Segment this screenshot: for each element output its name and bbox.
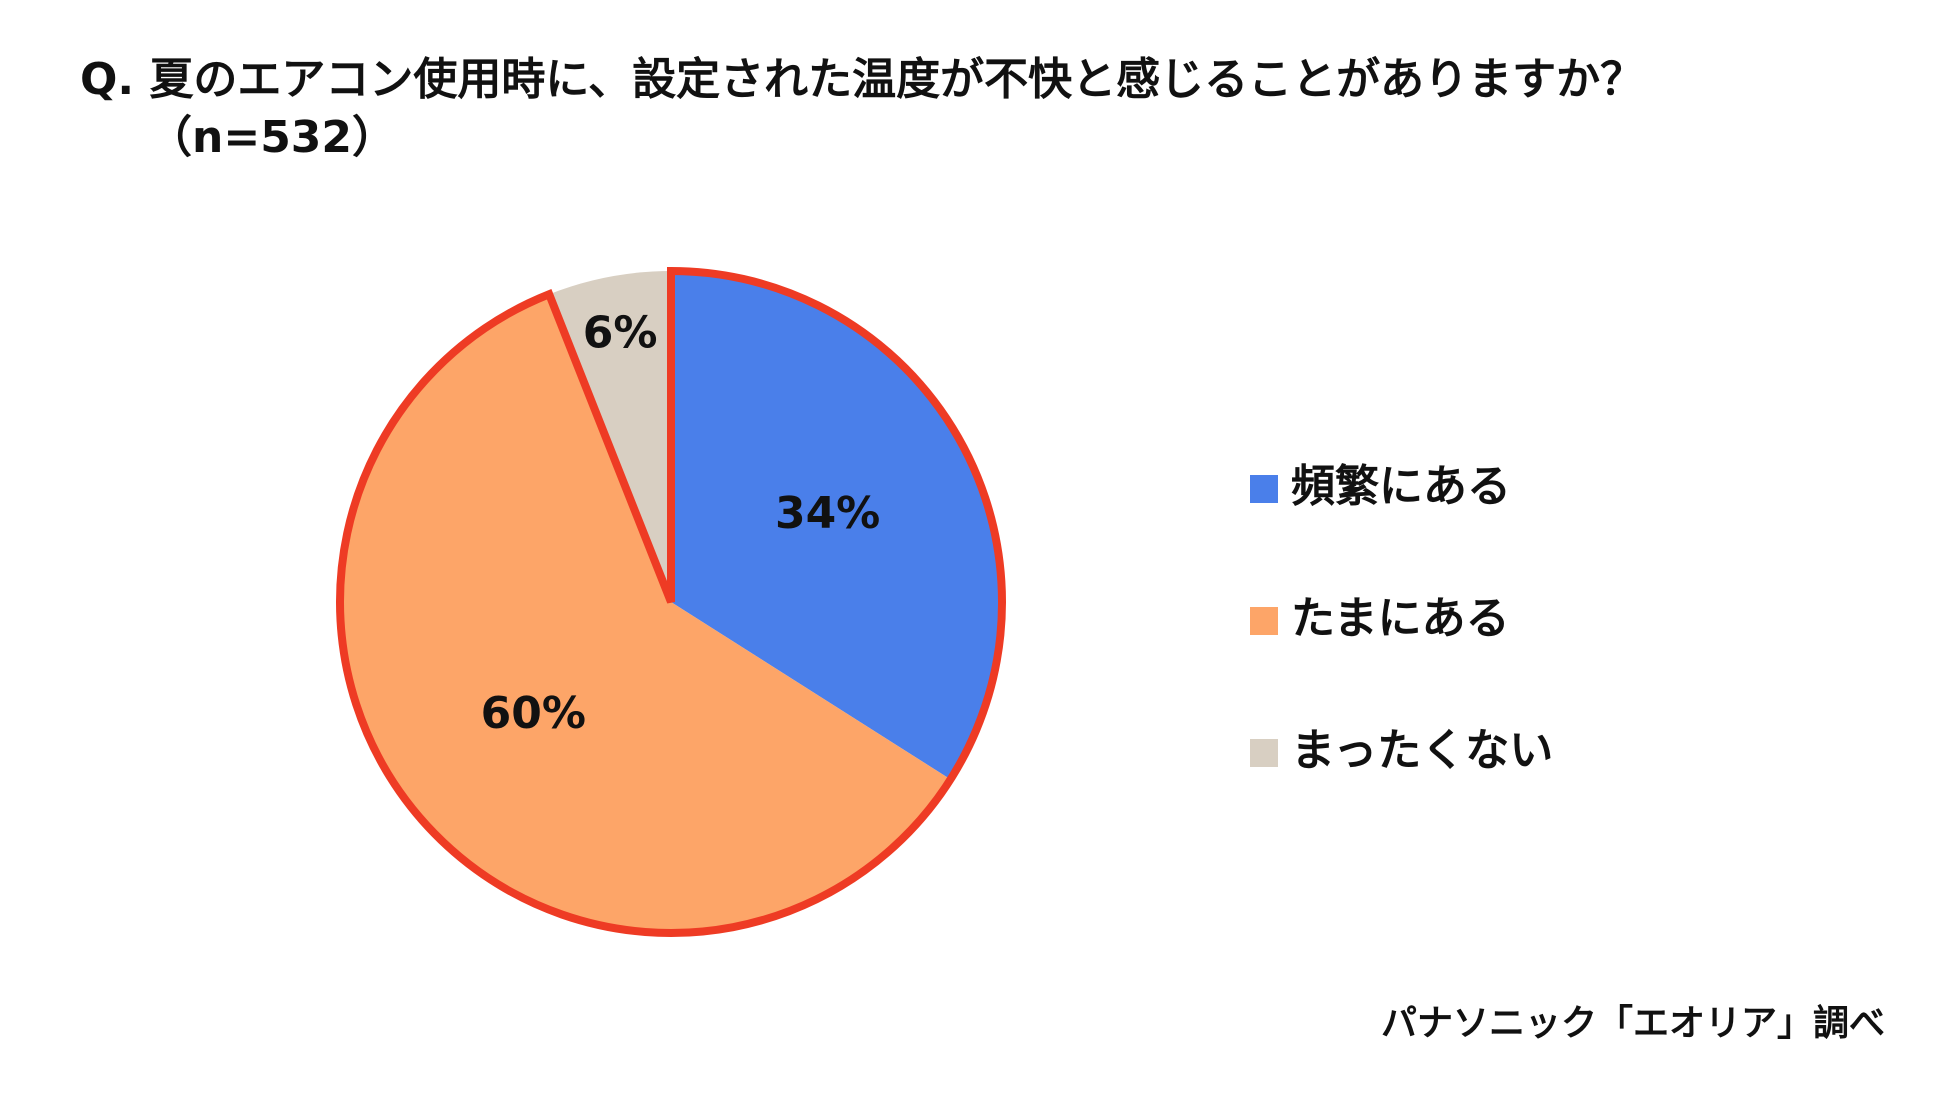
legend-swatch	[1250, 475, 1278, 503]
legend-swatch	[1250, 607, 1278, 635]
pie-slice	[671, 271, 1002, 780]
highlight-outline	[336, 266, 1006, 937]
pie-slice	[339, 294, 951, 934]
data-label: 60%	[481, 688, 586, 739]
chart-subtitle: （n=532）	[148, 112, 396, 163]
legend-label: まったくない	[1291, 725, 1553, 776]
data-label: 6%	[583, 307, 658, 358]
legend-label: たまにある	[1291, 593, 1510, 644]
legend-label: 頻繁にある	[1291, 461, 1511, 512]
source-note: パナソニック「エオリア」調べ	[1381, 1003, 1885, 1044]
chart-title: Q. 夏のエアコン使用時に、設定された温度が不快と感じることがありますか？	[80, 54, 1644, 105]
data-label: 34%	[775, 488, 880, 539]
legend-swatch	[1250, 739, 1278, 767]
